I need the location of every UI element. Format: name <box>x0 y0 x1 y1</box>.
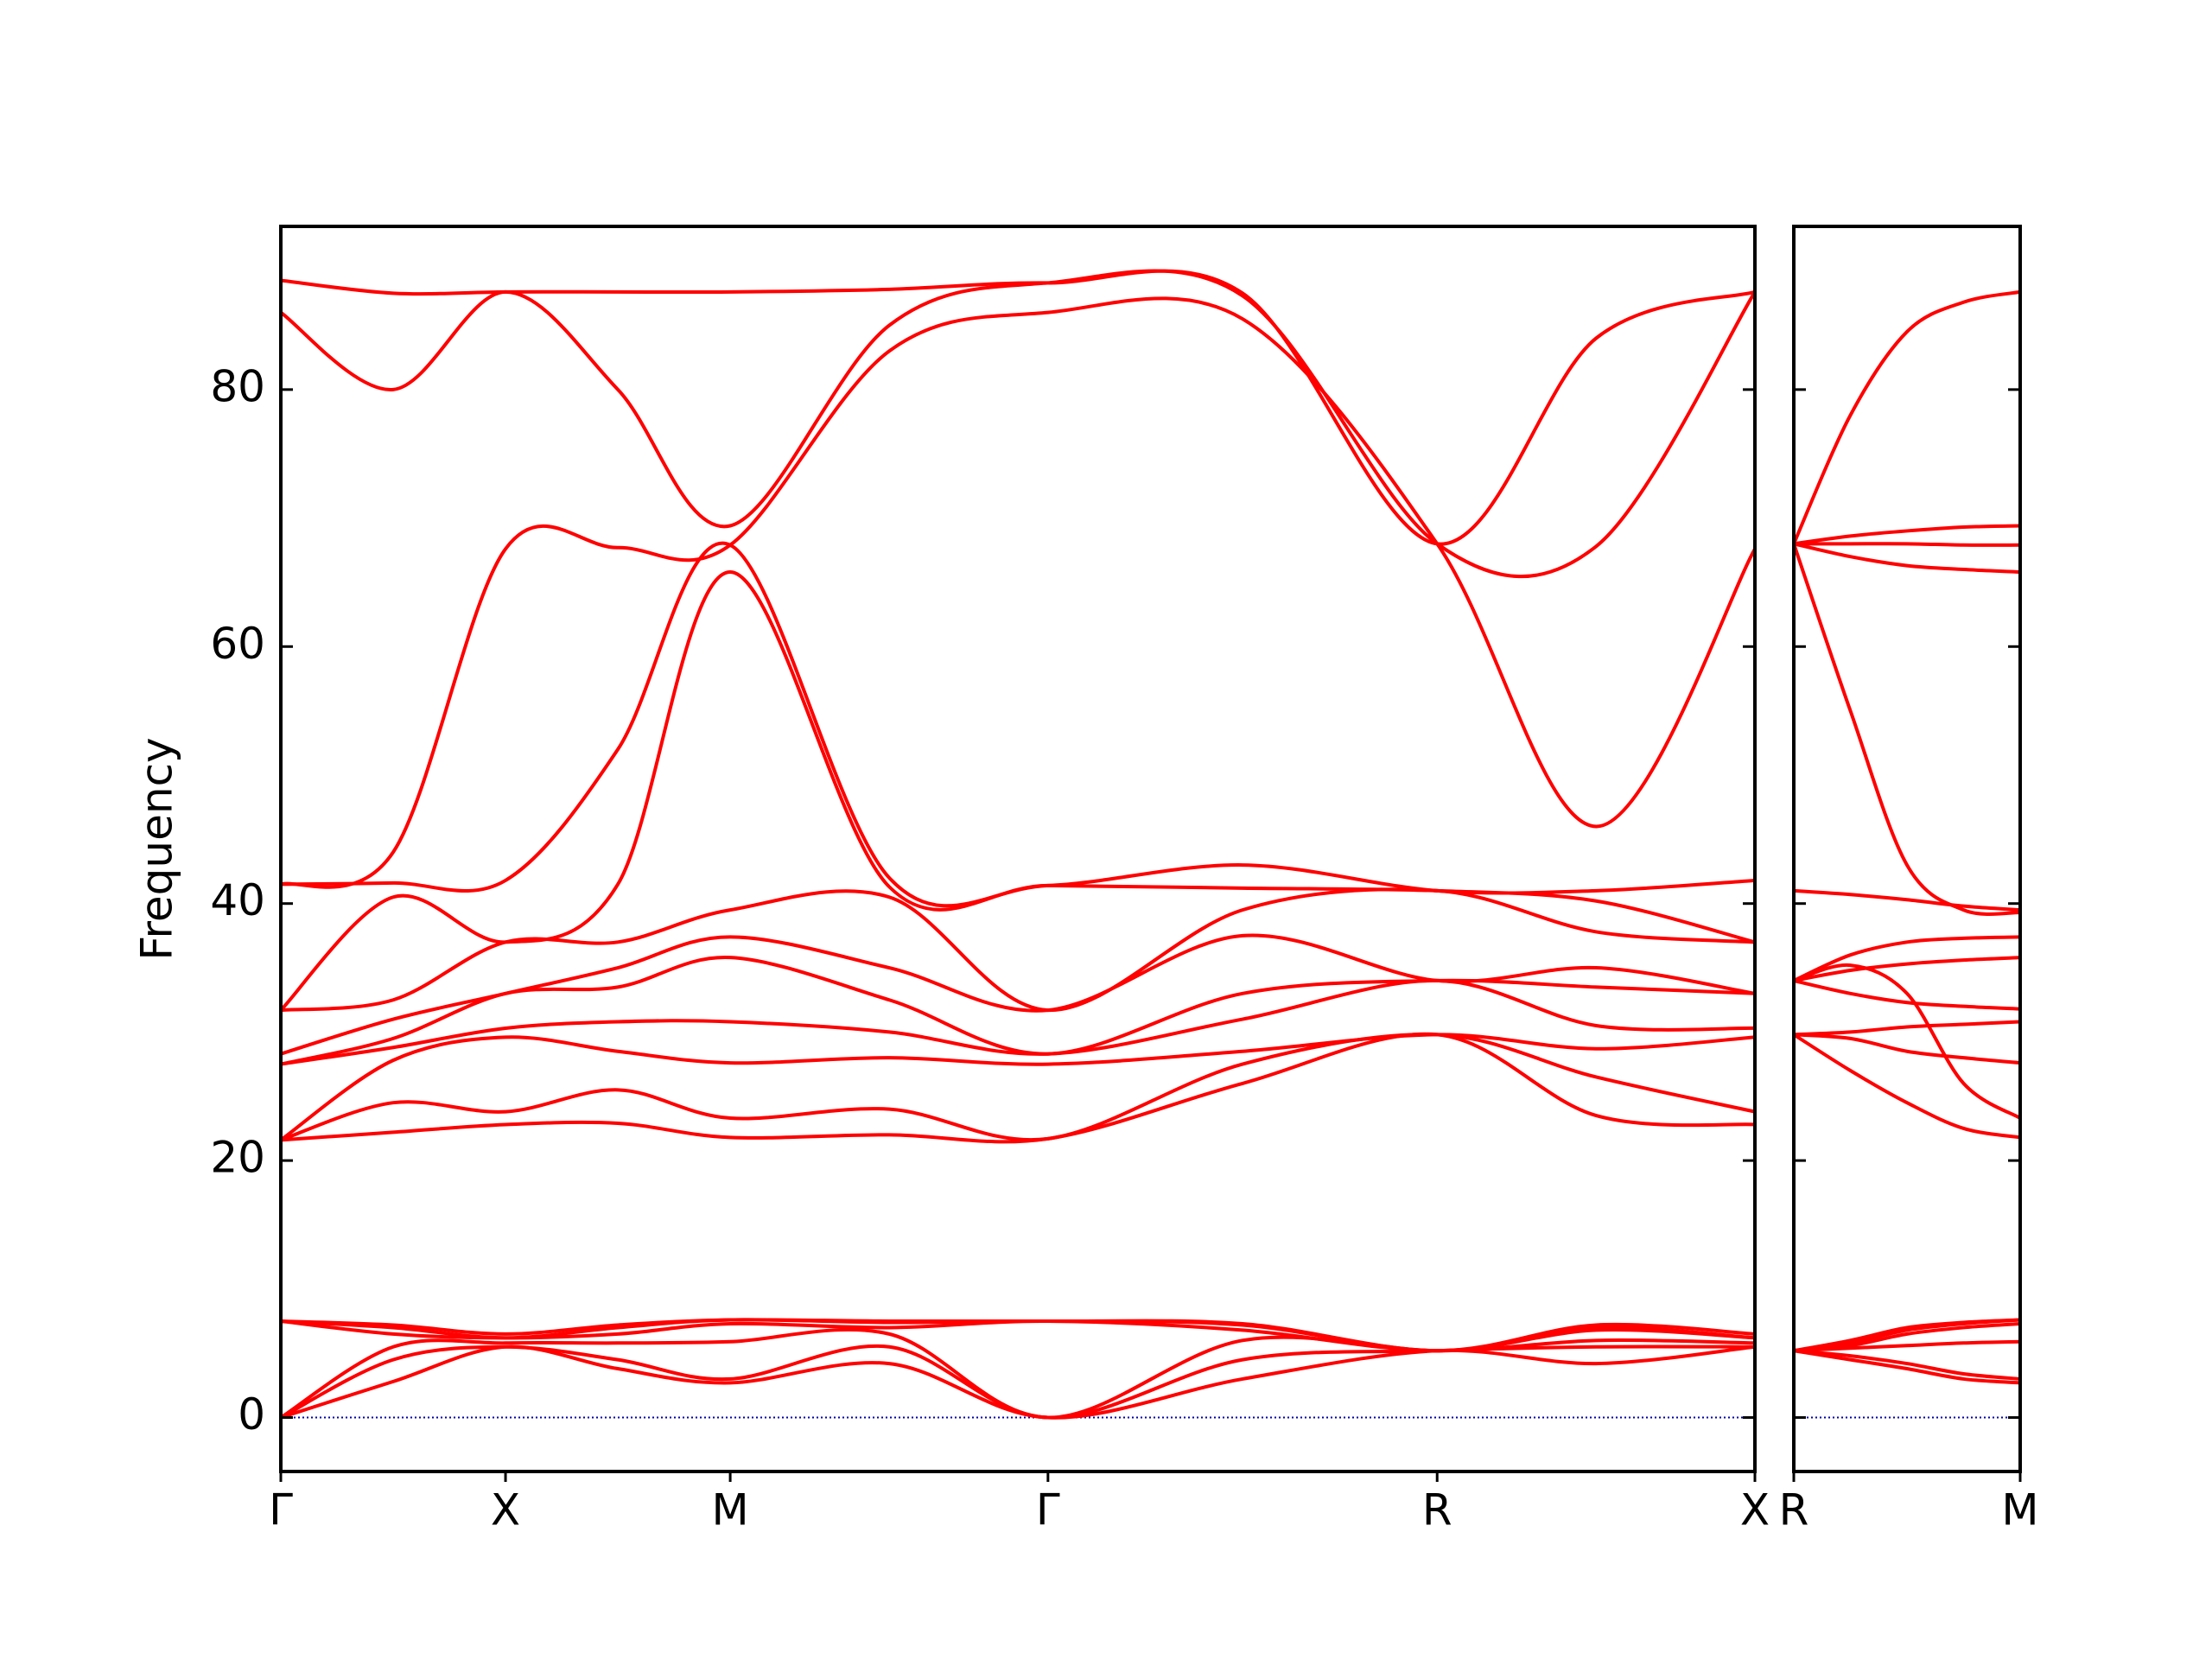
y-axis-label: Frequency <box>132 737 182 960</box>
band-line <box>1794 956 2020 982</box>
band-line <box>1794 1318 2020 1353</box>
band-line <box>281 269 1755 546</box>
y-tick-label: 20 <box>210 1133 265 1183</box>
x-tick-label: M <box>712 1485 749 1535</box>
band-line <box>281 933 1755 1056</box>
x-tick-label: R <box>1422 1485 1452 1535</box>
y-tick-label: 60 <box>210 619 265 669</box>
band-line <box>1794 978 2020 1011</box>
band-line <box>1794 1033 2020 1140</box>
bands <box>281 269 1755 1420</box>
band-line <box>1794 542 2020 575</box>
band-line <box>1794 1020 2020 1037</box>
band-line <box>1794 543 2020 916</box>
band-line <box>1794 524 2020 546</box>
band-line <box>281 978 1755 1066</box>
band-line <box>281 887 1755 1013</box>
band-line <box>281 1032 1755 1144</box>
band-line <box>1794 935 2020 982</box>
x-tick-label: X <box>1740 1485 1770 1535</box>
band-line <box>1794 888 2020 912</box>
band-line <box>281 1318 1755 1353</box>
band-line <box>281 269 1755 579</box>
y-tick-label: 40 <box>210 875 265 925</box>
x-tick-label: R <box>1779 1485 1809 1535</box>
band-line <box>1794 963 2020 1120</box>
band-line <box>1794 1321 2020 1353</box>
band-line <box>281 1033 1755 1142</box>
plot-frame <box>1792 225 2022 1473</box>
band-line <box>281 541 1755 908</box>
x-tick-label: M <box>2001 1485 2038 1535</box>
band-line <box>281 1033 1755 1141</box>
band-line <box>281 1344 1755 1420</box>
band-line <box>1794 1033 2020 1065</box>
x-tick-label: Γ <box>269 1485 293 1535</box>
x-tick-label: X <box>491 1485 520 1535</box>
band-line <box>281 1327 1755 1420</box>
band-line <box>281 296 1755 889</box>
band-line <box>1794 289 2020 545</box>
band-line <box>1794 1349 2020 1381</box>
plot-frame <box>279 225 1757 1473</box>
y-tick-label: 0 <box>238 1389 265 1440</box>
y-tick-label: 80 <box>210 361 265 411</box>
band-line <box>1794 1349 2020 1385</box>
bands <box>1794 289 2020 1385</box>
x-tick-label: Γ <box>1036 1485 1060 1535</box>
band-line <box>1794 542 2020 547</box>
